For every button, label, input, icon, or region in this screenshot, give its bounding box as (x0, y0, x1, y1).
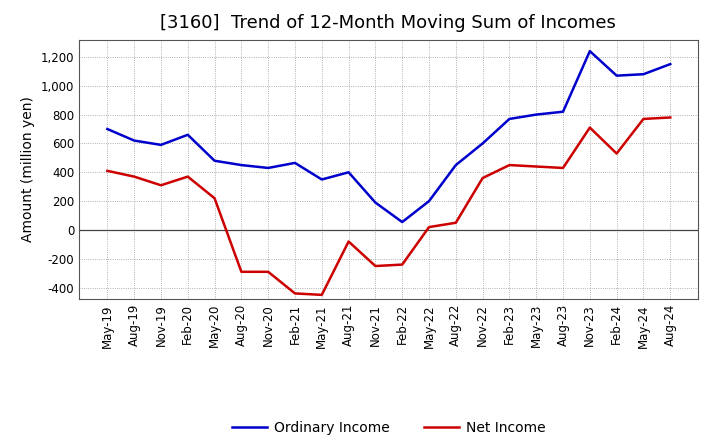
Line: Net Income: Net Income (107, 117, 670, 295)
Legend: Ordinary Income, Net Income: Ordinary Income, Net Income (227, 415, 551, 440)
Net Income (425, 224, 433, 230)
Ordinary Income (157, 142, 166, 147)
Net Income (612, 151, 621, 156)
Ordinary Income (425, 198, 433, 204)
Net Income (666, 115, 675, 120)
Net Income (264, 269, 272, 275)
Ordinary Income (344, 170, 353, 175)
Ordinary Income (264, 165, 272, 171)
Net Income (318, 292, 326, 297)
Text: [3160]  Trend of 12-Month Moving Sum of Incomes: [3160] Trend of 12-Month Moving Sum of I… (160, 15, 616, 33)
Net Income (210, 196, 219, 201)
Ordinary Income (478, 141, 487, 146)
Net Income (559, 165, 567, 171)
Ordinary Income (532, 112, 541, 117)
Ordinary Income (398, 220, 407, 225)
Ordinary Income (505, 116, 514, 121)
Net Income (451, 220, 460, 225)
Net Income (478, 176, 487, 181)
Net Income (184, 174, 192, 179)
Net Income (585, 125, 594, 130)
Net Income (532, 164, 541, 169)
Ordinary Income (130, 138, 138, 143)
Ordinary Income (612, 73, 621, 78)
Net Income (639, 116, 648, 121)
Line: Ordinary Income: Ordinary Income (107, 51, 670, 222)
Ordinary Income (585, 48, 594, 54)
Net Income (291, 291, 300, 296)
Net Income (103, 168, 112, 173)
Net Income (344, 239, 353, 244)
Net Income (398, 262, 407, 267)
Net Income (371, 264, 379, 269)
Net Income (157, 183, 166, 188)
Ordinary Income (237, 162, 246, 168)
Ordinary Income (666, 62, 675, 67)
Ordinary Income (559, 109, 567, 114)
Net Income (130, 174, 138, 179)
Ordinary Income (210, 158, 219, 163)
Ordinary Income (291, 160, 300, 165)
Net Income (505, 162, 514, 168)
Ordinary Income (318, 177, 326, 182)
Y-axis label: Amount (million yen): Amount (million yen) (22, 96, 35, 242)
Ordinary Income (184, 132, 192, 137)
Net Income (237, 269, 246, 275)
Ordinary Income (639, 72, 648, 77)
Ordinary Income (371, 200, 379, 205)
Ordinary Income (451, 162, 460, 168)
Ordinary Income (103, 126, 112, 132)
